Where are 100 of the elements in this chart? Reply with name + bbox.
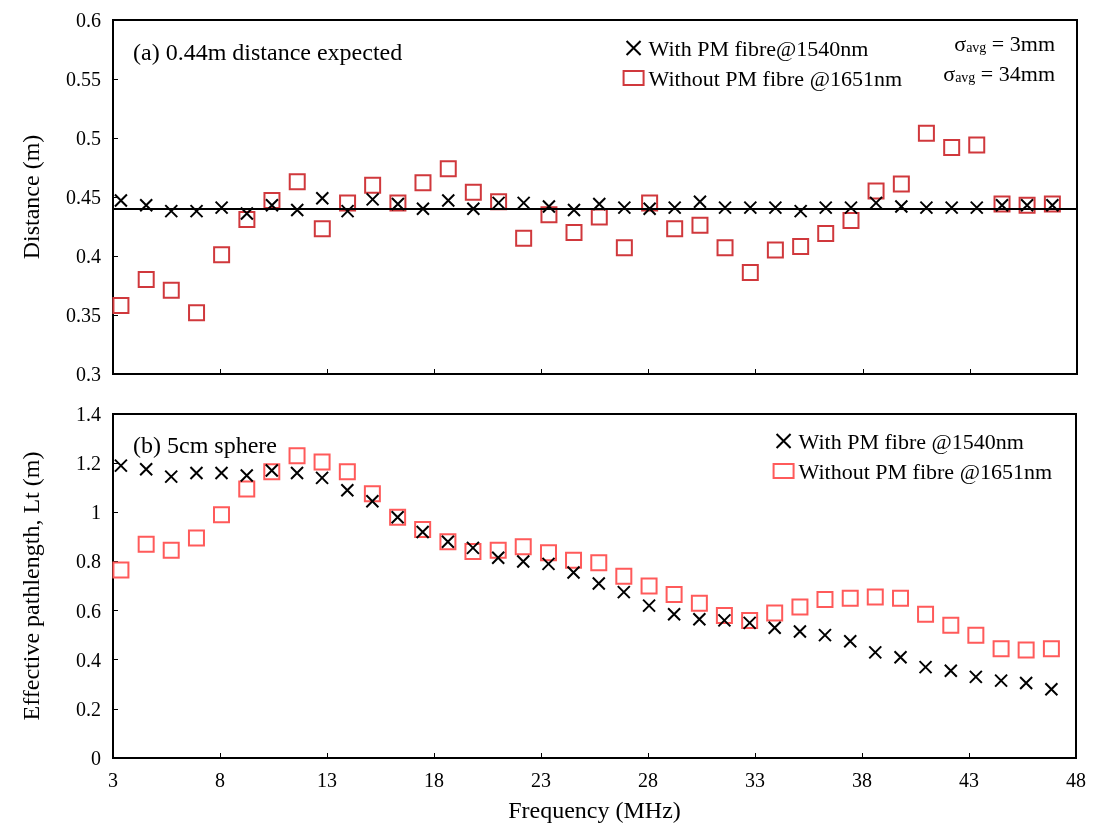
point: [164, 469, 179, 484]
point: [743, 200, 758, 215]
point: [592, 197, 607, 212]
point: [718, 200, 733, 215]
point: [516, 195, 531, 210]
point: [188, 304, 206, 322]
y-axis-title: Effective pathlength, Lt (m): [18, 451, 44, 721]
x-tick-label: 48: [1066, 769, 1086, 791]
point: [617, 200, 632, 215]
point: [313, 453, 331, 471]
point: [313, 220, 331, 238]
point: [892, 175, 910, 193]
y-tick-label: 0.6: [76, 599, 101, 622]
point: [767, 620, 782, 635]
point: [817, 225, 835, 243]
point: [464, 183, 482, 201]
point: [465, 540, 480, 555]
point: [667, 200, 682, 215]
y-tick-label: 0: [91, 747, 101, 769]
point: [894, 199, 909, 214]
point: [566, 565, 581, 580]
annotation: σavg = 3mm: [954, 30, 1056, 56]
point: [514, 538, 532, 556]
point: [791, 598, 809, 616]
point: [919, 200, 934, 215]
point: [818, 200, 833, 215]
y-tick-label: 0.45: [66, 186, 101, 208]
point: [1019, 676, 1034, 691]
point: [567, 202, 582, 217]
point: [642, 598, 657, 613]
point: [893, 650, 908, 665]
point: [365, 494, 380, 509]
y-tick-label: 1.2: [76, 452, 101, 475]
y-tick-label: 0.6: [76, 9, 101, 31]
point: [340, 204, 355, 219]
point: [665, 586, 683, 604]
point: [967, 626, 985, 644]
point: [918, 660, 933, 675]
point: [315, 470, 330, 485]
point: [187, 529, 205, 547]
point: [591, 576, 606, 591]
point: [742, 615, 757, 630]
point: [113, 458, 128, 473]
point: [866, 588, 884, 606]
point: [288, 173, 306, 191]
point: [565, 551, 583, 569]
point: [238, 480, 256, 498]
point: [942, 616, 960, 634]
text: (b) 5cm sphere: [133, 432, 277, 458]
point: [869, 195, 884, 210]
point: [1042, 640, 1060, 658]
x-tick-label: 3: [108, 769, 118, 791]
point: [666, 220, 684, 238]
point: [690, 594, 708, 612]
point: [968, 136, 986, 154]
y-tick-label: 0.4: [76, 245, 101, 267]
point: [539, 544, 557, 562]
point: [466, 201, 481, 216]
point: [615, 239, 633, 257]
x-tick-label: 13: [317, 769, 337, 791]
point: [439, 160, 457, 178]
point: [992, 640, 1010, 658]
point: [844, 200, 858, 215]
point: [816, 591, 834, 609]
y-tick-label: 1: [91, 501, 101, 524]
point: [817, 628, 832, 643]
x-tick-label: 33: [745, 769, 765, 791]
text: (a) 0.44m distance expected: [133, 39, 403, 65]
point: [112, 297, 130, 315]
y-tick-label: 0.8: [76, 550, 101, 573]
point: [340, 483, 355, 498]
point: [137, 271, 155, 289]
point: [137, 535, 155, 553]
point: [841, 589, 859, 607]
point: [640, 577, 658, 595]
point: [792, 624, 807, 639]
point: [968, 669, 983, 684]
point: [768, 200, 783, 215]
point: [164, 204, 179, 219]
point: [162, 281, 180, 299]
y-tick-label: 1.4: [76, 403, 101, 425]
point: [868, 645, 883, 660]
x-tick-label: 23: [531, 769, 551, 791]
y-axis-title: Distance (m): [18, 134, 44, 260]
point: [315, 191, 330, 206]
legend-label: Without PM fibre @1651nm: [798, 458, 1052, 484]
x-tick-label: 38: [852, 769, 872, 791]
point: [112, 561, 130, 579]
point: [843, 634, 858, 649]
x-tick-label: 8: [215, 769, 225, 791]
y-tick-label: 0.2: [76, 697, 101, 720]
legend-label: With PM fibre @1540nm: [798, 428, 1024, 454]
point: [969, 200, 984, 215]
point: [766, 604, 784, 622]
point: [264, 198, 279, 213]
point: [842, 212, 860, 230]
point: [415, 201, 430, 216]
point: [717, 613, 732, 628]
point: [189, 204, 204, 219]
point: [139, 462, 154, 477]
